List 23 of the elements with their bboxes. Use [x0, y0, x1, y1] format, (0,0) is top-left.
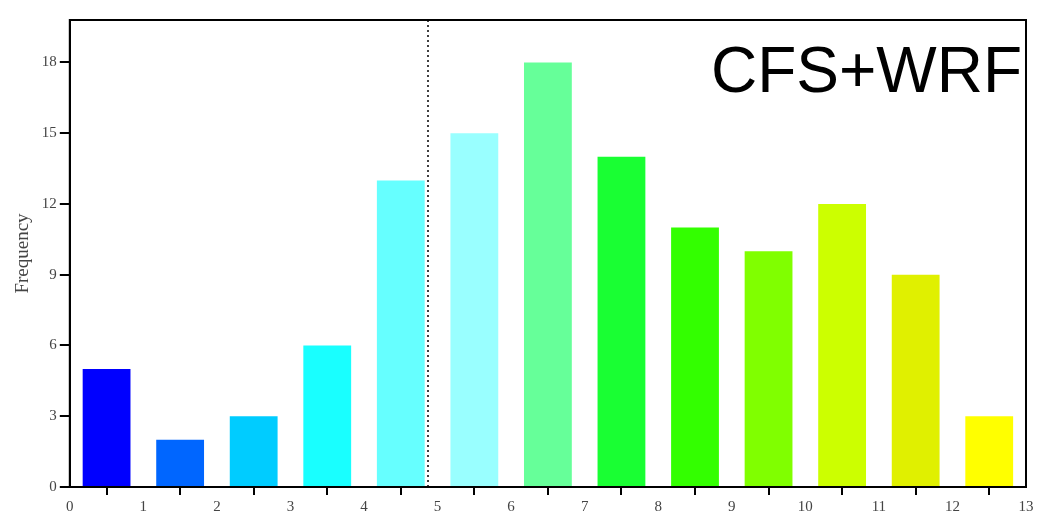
- x-tick-label: 2: [213, 497, 221, 514]
- x-tick-label: 6: [507, 497, 516, 514]
- x-tick-label: 1: [139, 497, 148, 514]
- x-tick-label: 3: [286, 497, 295, 514]
- y-tick-label: 15: [41, 124, 57, 141]
- x-tick-label: 4: [360, 497, 369, 514]
- y-tick-label: 6: [49, 336, 58, 353]
- y-tick-label: 12: [41, 194, 57, 211]
- chart-title: CFS+WRF: [710, 33, 1022, 106]
- x-tick-label: 11: [871, 497, 887, 514]
- x-tick-label: 7: [580, 497, 589, 514]
- y-axis-title: Frequency: [11, 212, 33, 294]
- x-tick-label: 10: [797, 497, 813, 514]
- y-tick-label: 3: [49, 407, 57, 424]
- x-tick-label: 9: [728, 497, 736, 514]
- x-tick-label: 13: [1018, 497, 1034, 514]
- x-tick-label: 12: [944, 497, 960, 514]
- y-tick-label: 9: [49, 265, 57, 282]
- y-tick-label: 18: [41, 53, 57, 70]
- x-tick-label: 5: [433, 497, 442, 514]
- y-tick-label: 0: [49, 477, 57, 494]
- x-tick-label: 0: [66, 497, 74, 514]
- x-tick-label: 8: [654, 497, 662, 514]
